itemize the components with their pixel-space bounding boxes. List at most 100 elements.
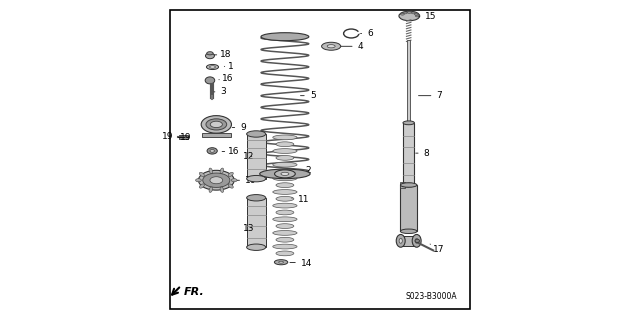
Ellipse shape bbox=[220, 187, 223, 192]
Ellipse shape bbox=[207, 52, 213, 55]
Ellipse shape bbox=[276, 142, 294, 147]
Ellipse shape bbox=[260, 169, 310, 179]
Ellipse shape bbox=[412, 12, 415, 14]
Ellipse shape bbox=[210, 66, 216, 68]
Ellipse shape bbox=[276, 210, 294, 215]
Text: 10: 10 bbox=[237, 176, 257, 185]
Ellipse shape bbox=[273, 162, 297, 167]
Ellipse shape bbox=[415, 239, 419, 243]
Ellipse shape bbox=[246, 131, 266, 137]
Bar bbox=[202, 133, 230, 137]
Text: 8: 8 bbox=[416, 149, 429, 158]
Text: S023-B3000A: S023-B3000A bbox=[406, 293, 457, 301]
Text: 6: 6 bbox=[360, 29, 373, 38]
Ellipse shape bbox=[209, 187, 212, 192]
Ellipse shape bbox=[275, 260, 288, 265]
Text: 9: 9 bbox=[232, 123, 246, 132]
Text: 15: 15 bbox=[419, 12, 436, 21]
Ellipse shape bbox=[210, 149, 214, 152]
Ellipse shape bbox=[412, 234, 421, 247]
Ellipse shape bbox=[196, 179, 202, 182]
Ellipse shape bbox=[198, 170, 234, 190]
Text: 17: 17 bbox=[430, 244, 445, 254]
Ellipse shape bbox=[415, 239, 420, 242]
Text: 4: 4 bbox=[340, 42, 364, 51]
Bar bbox=[246, 134, 266, 179]
Ellipse shape bbox=[273, 189, 297, 194]
Ellipse shape bbox=[273, 135, 297, 140]
Ellipse shape bbox=[276, 251, 294, 256]
Ellipse shape bbox=[200, 184, 204, 188]
Ellipse shape bbox=[276, 169, 294, 174]
Text: 7: 7 bbox=[419, 91, 442, 100]
Ellipse shape bbox=[273, 203, 297, 208]
Ellipse shape bbox=[276, 197, 294, 201]
Ellipse shape bbox=[273, 231, 297, 235]
Text: 3: 3 bbox=[214, 87, 226, 96]
Ellipse shape bbox=[401, 13, 404, 15]
Bar bbox=[401, 185, 417, 231]
Ellipse shape bbox=[273, 176, 297, 181]
Ellipse shape bbox=[399, 11, 420, 21]
Ellipse shape bbox=[408, 11, 412, 13]
Ellipse shape bbox=[205, 53, 214, 59]
Bar bbox=[401, 182, 406, 188]
Ellipse shape bbox=[276, 155, 294, 160]
Text: 12: 12 bbox=[243, 152, 254, 161]
Text: 16: 16 bbox=[222, 147, 239, 156]
Ellipse shape bbox=[220, 168, 223, 174]
Ellipse shape bbox=[414, 13, 418, 15]
Bar bbox=[408, 40, 410, 123]
Ellipse shape bbox=[278, 261, 284, 263]
Ellipse shape bbox=[201, 116, 232, 133]
Ellipse shape bbox=[276, 237, 294, 242]
Text: 19: 19 bbox=[180, 133, 191, 142]
Ellipse shape bbox=[210, 177, 223, 184]
Bar bbox=[401, 236, 417, 246]
Text: 1: 1 bbox=[224, 62, 233, 71]
Ellipse shape bbox=[246, 244, 266, 250]
Text: FR.: FR. bbox=[184, 287, 205, 297]
Ellipse shape bbox=[396, 234, 405, 247]
Ellipse shape bbox=[200, 172, 204, 176]
Ellipse shape bbox=[401, 183, 417, 187]
Ellipse shape bbox=[321, 42, 340, 50]
Ellipse shape bbox=[246, 175, 266, 182]
Ellipse shape bbox=[276, 183, 294, 188]
Ellipse shape bbox=[273, 244, 297, 249]
Ellipse shape bbox=[231, 179, 237, 182]
Bar bbox=[179, 135, 188, 139]
Text: 2: 2 bbox=[299, 166, 311, 175]
Text: 18: 18 bbox=[214, 50, 231, 59]
Ellipse shape bbox=[211, 121, 222, 128]
Text: 14: 14 bbox=[290, 259, 312, 268]
Ellipse shape bbox=[273, 149, 297, 153]
Text: 16: 16 bbox=[219, 74, 234, 83]
Ellipse shape bbox=[206, 119, 227, 130]
Bar bbox=[403, 123, 415, 185]
Ellipse shape bbox=[228, 172, 234, 176]
Ellipse shape bbox=[399, 239, 403, 243]
Ellipse shape bbox=[281, 172, 289, 175]
Ellipse shape bbox=[207, 148, 218, 154]
Ellipse shape bbox=[273, 217, 297, 222]
Ellipse shape bbox=[327, 45, 335, 48]
Ellipse shape bbox=[203, 173, 230, 188]
Ellipse shape bbox=[401, 229, 417, 234]
Ellipse shape bbox=[403, 121, 415, 125]
Text: 19: 19 bbox=[163, 132, 174, 141]
Ellipse shape bbox=[207, 64, 218, 70]
Text: 11: 11 bbox=[292, 195, 309, 204]
Text: 5: 5 bbox=[300, 91, 316, 100]
Ellipse shape bbox=[246, 195, 266, 201]
Bar bbox=[246, 198, 266, 247]
Ellipse shape bbox=[403, 12, 407, 14]
Ellipse shape bbox=[415, 15, 419, 17]
Ellipse shape bbox=[275, 170, 295, 178]
Ellipse shape bbox=[403, 183, 415, 187]
Ellipse shape bbox=[261, 33, 309, 41]
Ellipse shape bbox=[276, 224, 294, 228]
Ellipse shape bbox=[228, 184, 234, 188]
Text: 13: 13 bbox=[243, 224, 255, 233]
Ellipse shape bbox=[205, 77, 215, 84]
